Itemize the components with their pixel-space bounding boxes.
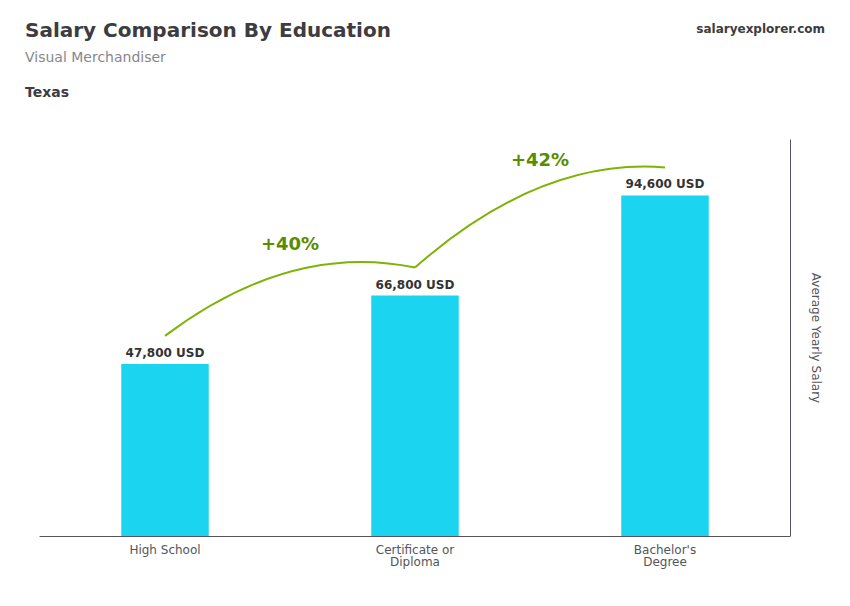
svg-text:High School: High School [129,543,200,557]
svg-text:Visual Merchandiser: Visual Merchandiser [25,49,166,65]
svg-text:Average Yearly Salary: Average Yearly Salary [809,273,823,403]
svg-text:47,800 USD: 47,800 USD [126,346,205,360]
svg-text:Bachelor's: Bachelor's [633,543,697,557]
svg-text:Certificate or: Certificate or [375,543,455,557]
svg-text:Degree: Degree [643,555,687,569]
svg-text:Texas: Texas [25,84,69,100]
svg-text:salaryexplorer.com: salaryexplorer.com [696,22,825,36]
svg-text:66,800 USD: 66,800 USD [376,278,455,292]
svg-text:Diploma: Diploma [390,555,440,569]
svg-text:+40%: +40% [261,233,319,254]
svg-text:94,600 USD: 94,600 USD [626,177,705,191]
svg-text:Salary Comparison By Education: Salary Comparison By Education [25,18,391,42]
svg-text:+42%: +42% [511,149,569,170]
